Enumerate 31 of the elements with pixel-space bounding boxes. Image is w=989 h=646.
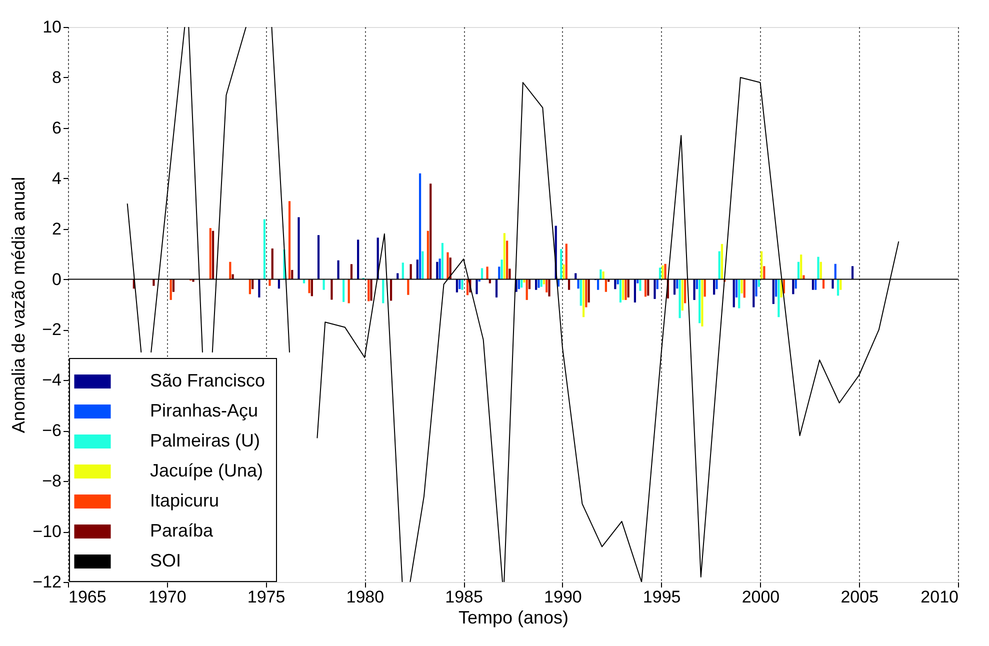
y-tick-label: −2 (42, 320, 62, 340)
x-tick-label: 1985 (445, 588, 483, 606)
legend-label: Itapicuru (150, 490, 220, 510)
x-tick-label: 2000 (742, 588, 780, 606)
x-tick-label: 1995 (642, 588, 681, 606)
y-tick-label: −10 (32, 522, 62, 542)
y-tick-label: −4 (42, 370, 62, 390)
y-tick-label: 2 (52, 219, 62, 238)
x-tick-label: 1970 (148, 588, 186, 606)
legend-label: Palmeiras (U) (150, 430, 260, 450)
y-tick-label: −8 (42, 472, 62, 491)
x-axis-title: Tempo (anos) (458, 608, 569, 628)
y-tick-label: 10 (42, 18, 62, 36)
legend-label: São Francisco (150, 370, 266, 390)
y-tick-label: −12 (32, 572, 62, 592)
y-axis-title: Anomalia de vazão média anual (8, 176, 29, 434)
y-tick-label: 0 (52, 270, 62, 289)
legend-label: Paraíba (150, 520, 214, 540)
x-tick-label: 1980 (346, 588, 384, 606)
y-tick-label: 6 (52, 118, 62, 138)
x-tick-label: 1965 (68, 588, 106, 606)
y-tick-label: −6 (42, 421, 62, 440)
legend-label: Jacuípe (Una) (150, 460, 264, 480)
y-tick-label: 8 (52, 68, 62, 87)
y-tick-label: 4 (52, 168, 62, 188)
x-tick-label: 2010 (920, 588, 958, 606)
x-tick-label: 2005 (840, 588, 879, 606)
legend-label: Piranhas-Açu (150, 400, 258, 420)
x-tick-label: 1975 (247, 588, 286, 606)
x-tick-label: 1990 (544, 588, 582, 606)
legend-label: SOI (150, 550, 182, 570)
